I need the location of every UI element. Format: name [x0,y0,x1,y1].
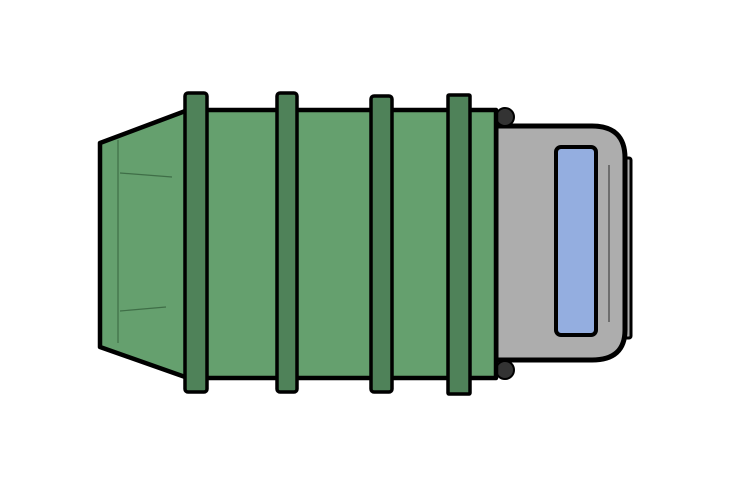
windshield [554,145,598,337]
mirror-top [495,107,515,127]
container-band [183,91,209,394]
container-band [446,93,472,396]
mirror-bottom [495,360,515,380]
container-fold-line [119,172,173,178]
container-fold-line [119,306,167,312]
container-band [369,94,394,394]
container-band [275,91,299,394]
